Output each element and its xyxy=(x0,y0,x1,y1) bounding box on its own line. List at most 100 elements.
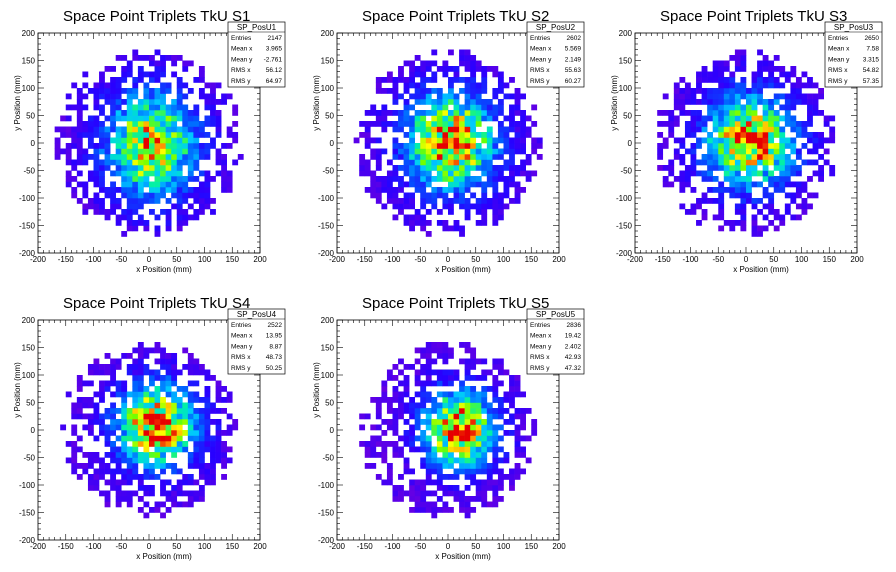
histogram-bin xyxy=(121,77,128,83)
histogram-bin xyxy=(740,214,747,221)
histogram-bin xyxy=(160,66,166,72)
histogram-bin xyxy=(93,358,100,365)
histogram-bin xyxy=(470,110,477,116)
histogram-bin xyxy=(497,369,504,376)
histogram-bin xyxy=(448,99,454,105)
histogram-bin xyxy=(121,159,128,166)
histogram-bin xyxy=(492,176,499,182)
histogram-bin xyxy=(740,66,747,72)
histogram-bin xyxy=(154,446,161,453)
histogram-bin xyxy=(497,496,504,502)
histogram-bin xyxy=(160,148,166,155)
histogram-bin xyxy=(436,496,443,502)
histogram-bin xyxy=(442,165,449,171)
histogram-bin xyxy=(696,203,702,210)
histogram-bin xyxy=(801,126,808,133)
histogram-bin xyxy=(137,397,144,403)
histogram-bin xyxy=(420,214,427,221)
histogram-bin xyxy=(762,121,769,127)
histogram-bin xyxy=(795,148,802,155)
histogram-bin xyxy=(734,187,741,193)
histogram-bin xyxy=(470,386,477,392)
histogram-bin xyxy=(509,154,515,160)
histogram-bin xyxy=(470,192,477,199)
histogram-bin xyxy=(149,413,155,420)
histogram-bin xyxy=(154,187,161,193)
histogram-bin xyxy=(149,452,155,458)
y-tick-label: 0 xyxy=(31,426,36,435)
histogram-bin xyxy=(137,452,144,458)
histogram-bin xyxy=(126,198,133,204)
histogram-bin xyxy=(176,159,183,166)
histogram-bin xyxy=(115,88,122,94)
histogram-bin xyxy=(143,452,150,458)
histogram-bin xyxy=(475,203,482,210)
histogram-bin xyxy=(420,380,427,387)
histogram-bin xyxy=(751,225,758,232)
x-tick-label: -50 xyxy=(115,542,127,551)
histogram-bin xyxy=(762,110,769,116)
histogram-bin xyxy=(773,143,780,149)
histogram-bin xyxy=(104,132,111,138)
histogram-bin xyxy=(76,99,83,105)
histogram-bin xyxy=(420,176,427,182)
histogram-bin xyxy=(187,126,194,133)
y-tick-label: -100 xyxy=(318,194,335,203)
histogram-bin xyxy=(514,170,521,177)
y-tick-label: -50 xyxy=(620,167,632,176)
histogram-bin xyxy=(707,104,713,111)
histogram-bin xyxy=(93,485,100,491)
histogram-bin xyxy=(734,66,741,72)
histogram-bin xyxy=(160,104,166,111)
histogram-bin xyxy=(459,386,465,392)
histogram-bin xyxy=(520,170,526,177)
histogram-bin xyxy=(509,126,515,133)
histogram-bin xyxy=(93,457,100,464)
histogram-bin xyxy=(143,110,150,116)
histogram-bin xyxy=(381,121,388,127)
histogram-bin xyxy=(701,66,708,72)
histogram-bin xyxy=(459,457,465,464)
histogram-bin xyxy=(503,419,510,425)
histogram-bin xyxy=(143,485,150,491)
histogram-bin xyxy=(82,397,89,403)
histogram-bin xyxy=(82,463,89,469)
histogram-bin xyxy=(398,148,404,155)
histogram-bin xyxy=(701,159,708,166)
histogram-bin xyxy=(812,93,819,100)
histogram-bin xyxy=(768,137,775,144)
histogram-bin xyxy=(375,82,382,89)
histogram-bin xyxy=(187,203,194,210)
histogram-bin xyxy=(723,170,730,177)
histogram-bin xyxy=(801,99,808,105)
histogram-bin xyxy=(204,181,211,188)
histogram-bin xyxy=(492,110,499,116)
histogram-bin xyxy=(442,402,449,409)
histogram-bin xyxy=(442,474,449,480)
histogram-bin xyxy=(409,203,415,210)
histogram-bin xyxy=(137,110,144,116)
histogram-bin xyxy=(93,176,100,182)
histogram-bin xyxy=(762,203,769,210)
histogram-bin xyxy=(182,66,189,72)
histogram-bin xyxy=(176,77,183,83)
histogram-bin xyxy=(525,126,532,133)
histogram-bin xyxy=(707,198,713,204)
histogram-bin xyxy=(221,99,227,105)
histogram-bin xyxy=(503,397,510,403)
histogram-bin xyxy=(93,479,100,486)
histogram-bin xyxy=(392,198,399,204)
histogram-bin xyxy=(71,468,78,475)
histogram-bin xyxy=(729,176,736,182)
x-tick-label: -200 xyxy=(30,255,47,264)
histogram-bin xyxy=(99,148,105,155)
histogram-bin xyxy=(486,126,493,133)
histogram-bin xyxy=(481,192,488,199)
histogram-bin xyxy=(204,468,211,475)
histogram-bin xyxy=(431,380,438,387)
histogram-bin xyxy=(198,463,205,469)
histogram-bin xyxy=(453,419,460,425)
histogram-bin xyxy=(751,203,758,210)
stats-row-value: 2.149 xyxy=(565,56,582,63)
histogram-bin xyxy=(149,60,155,67)
